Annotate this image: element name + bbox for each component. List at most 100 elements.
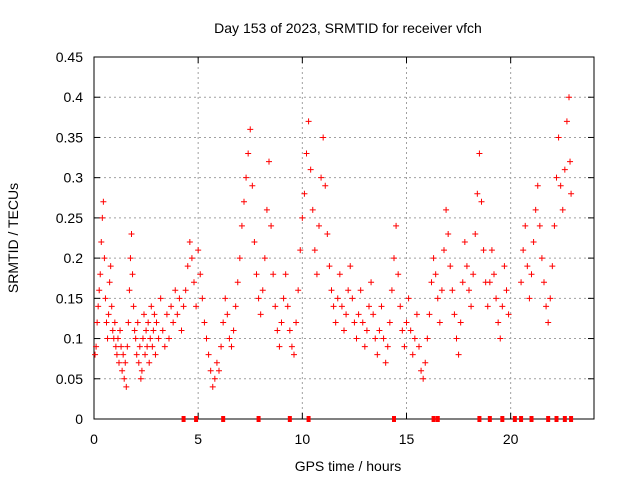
- y-tick-label: 0.4: [64, 89, 84, 105]
- data-point: [401, 343, 408, 350]
- data-point: [566, 94, 572, 101]
- x-tick-label: 15: [399, 431, 415, 447]
- data-point: [117, 327, 124, 334]
- data-point: [94, 319, 101, 326]
- data-point: [261, 255, 268, 262]
- zero-value-marker: [435, 416, 440, 422]
- data-point: [180, 303, 187, 310]
- data-point: [226, 335, 233, 342]
- data-point: [146, 359, 153, 366]
- data-point: [137, 375, 144, 382]
- data-point: [111, 319, 118, 326]
- data-point: [104, 335, 111, 342]
- data-point: [374, 351, 381, 358]
- data-point: [288, 343, 295, 350]
- data-point: [409, 351, 416, 358]
- data-point: [478, 198, 485, 205]
- data-point: [522, 222, 529, 229]
- data-point: [526, 295, 533, 302]
- data-point: [416, 343, 422, 350]
- zero-value-marker: [512, 416, 517, 422]
- data-point: [488, 247, 495, 254]
- data-point: [372, 335, 379, 342]
- data-point: [486, 279, 493, 286]
- data-point: [282, 271, 289, 278]
- data-point: [157, 295, 164, 302]
- data-point: [197, 271, 204, 278]
- data-point: [176, 295, 183, 302]
- data-point: [316, 222, 322, 229]
- data-point: [457, 319, 464, 326]
- data-point: [330, 303, 337, 310]
- data-point: [320, 134, 327, 141]
- data-point: [491, 271, 497, 278]
- zero-value-marker: [392, 416, 396, 422]
- data-point: [382, 359, 389, 366]
- data-point: [141, 311, 147, 318]
- data-point: [121, 375, 128, 382]
- data-point: [397, 303, 404, 310]
- data-point: [191, 279, 197, 286]
- data-point: [499, 303, 506, 310]
- y-tick-label: 0.2: [64, 250, 84, 266]
- data-point: [138, 367, 145, 374]
- plot-frame: [93, 56, 595, 420]
- data-point: [131, 327, 138, 334]
- data-point: [270, 271, 277, 278]
- data-point: [97, 271, 104, 278]
- data-point: [135, 359, 142, 366]
- data-point: [243, 174, 250, 181]
- data-point: [443, 206, 450, 213]
- data-point: [122, 359, 129, 366]
- data-point: [399, 327, 406, 334]
- data-point: [447, 263, 454, 270]
- data-point: [241, 198, 247, 205]
- data-point: [336, 271, 343, 278]
- data-point: [338, 303, 345, 310]
- data-point: [449, 287, 456, 294]
- data-point: [143, 327, 150, 334]
- zero-value-marker: [287, 416, 292, 422]
- data-point: [134, 319, 141, 326]
- data-point: [207, 367, 214, 374]
- data-point: [186, 239, 193, 246]
- data-point: [532, 206, 539, 213]
- data-point: [541, 279, 547, 286]
- data-point: [286, 327, 293, 334]
- data-point: [411, 335, 418, 342]
- data-point: [434, 295, 441, 302]
- data-point: [351, 319, 358, 326]
- data-point: [555, 134, 562, 141]
- data-point: [139, 335, 146, 342]
- data-point: [318, 174, 325, 181]
- data-point: [213, 359, 220, 366]
- zero-value-marker: [194, 416, 199, 422]
- data-point: [129, 271, 136, 278]
- data-point: [127, 255, 134, 262]
- data-point: [376, 327, 383, 334]
- data-point: [142, 351, 149, 358]
- data-point: [149, 343, 156, 350]
- data-point: [380, 335, 387, 342]
- data-point: [280, 295, 287, 302]
- zero-value-marker: [519, 416, 524, 422]
- data-point: [403, 319, 410, 326]
- data-point: [534, 182, 541, 189]
- zero-value-marker: [256, 416, 261, 422]
- data-point: [170, 319, 177, 326]
- zero-value-marker: [529, 416, 534, 422]
- y-tick-label: 0.3: [64, 170, 84, 186]
- data-point: [107, 263, 114, 270]
- data-point: [441, 247, 447, 254]
- data-point: [451, 311, 458, 318]
- data-point: [184, 263, 191, 270]
- data-point: [108, 303, 115, 310]
- data-point: [245, 150, 252, 157]
- data-point: [503, 287, 510, 294]
- data-point: [95, 303, 102, 310]
- data-point: [493, 295, 500, 302]
- data-point: [284, 303, 291, 310]
- data-point: [563, 118, 570, 125]
- data-point: [195, 247, 202, 254]
- data-point: [422, 359, 429, 366]
